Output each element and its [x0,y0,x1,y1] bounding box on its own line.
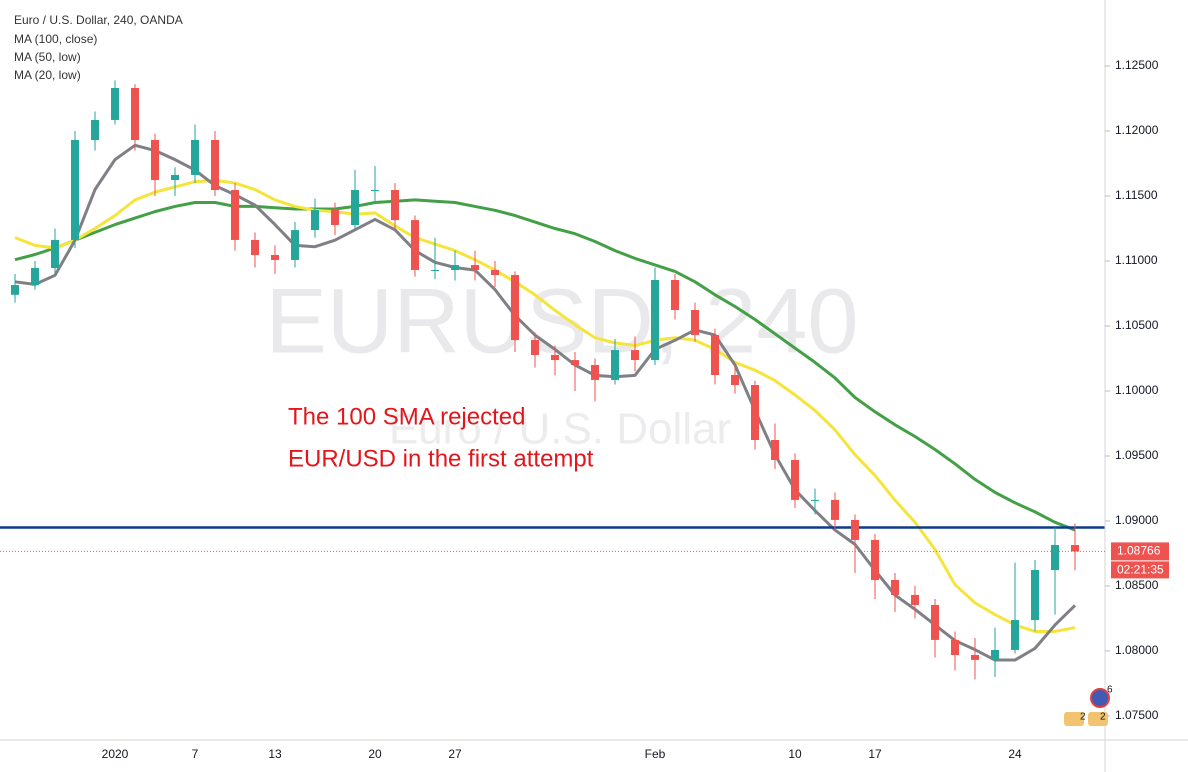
candle-body [871,539,879,580]
candle-body [731,375,739,386]
candle-body [11,285,19,295]
candle-body [391,190,399,221]
candle-body [991,649,999,660]
candle-body [471,265,479,270]
candle-body [791,460,799,500]
x-tick-label: 27 [448,747,462,761]
candle-body [611,350,619,380]
candle-body [891,579,899,595]
candle-body [1011,620,1019,650]
event-badge-count: 2 [1100,712,1106,723]
candle-body [851,519,859,540]
y-tick-label: 1.09500 [1115,448,1159,462]
event-badge-icon [1088,712,1108,726]
candle-body [671,279,679,311]
candle-body [811,499,819,501]
candle-body [51,239,59,269]
candle-body [291,230,299,260]
candle-body [251,239,259,256]
candle-body [591,364,599,380]
event-badge-icon [1090,688,1110,708]
y-tick-label: 1.08500 [1115,578,1159,592]
y-tick-label: 1.10000 [1115,383,1159,397]
candle-body [571,360,579,365]
candle-body [311,210,319,231]
candle-body [1071,545,1079,552]
y-tick-label: 1.09000 [1115,513,1159,527]
candle-body [711,334,719,376]
candle-body [371,190,379,192]
legend-entry: MA (20, low) [14,68,81,82]
watermark-subtitle: Euro / U.S. Dollar [389,405,731,454]
candle-body [331,210,339,226]
candle-body [551,354,559,361]
candle-body [131,87,139,140]
x-tick-label: 17 [868,747,882,761]
candle-body [31,268,39,286]
x-tick-label: 10 [788,747,802,761]
candle-body [771,439,779,461]
candle-body [191,139,199,175]
y-tick-label: 1.12500 [1115,58,1159,72]
countdown-box [1111,561,1169,579]
candle-body [931,604,939,640]
candle-body [91,119,99,140]
x-tick-label: Feb [645,747,666,761]
event-badge-icon [1064,712,1084,726]
candle-body [271,255,279,260]
event-badge-count: 6 [1107,685,1113,696]
candle-body [151,139,159,181]
ma-line [14,198,1076,532]
candle-body [111,87,119,120]
watermark: EURUSD, 240 [265,270,858,372]
annotation: EUR/USD in the first attempt [288,445,594,472]
candle-body [1051,545,1059,570]
candle-body [531,340,539,355]
candle-body [491,269,499,276]
candle-body [211,139,219,191]
event-badge-count: 2 [1080,712,1086,723]
candle-body [451,265,459,270]
x-tick-label: 13 [268,747,282,761]
y-tick-label: 1.11500 [1115,188,1158,202]
y-tick-label: 1.07500 [1115,708,1159,722]
annotation: The 100 SMA rejected [288,403,525,430]
y-tick-label: 1.08000 [1115,643,1159,657]
candle-body [911,594,919,605]
candle-body [431,269,439,271]
candle-body [751,385,759,440]
candle-body [631,350,639,361]
candle-body [231,190,239,240]
candle-body [1031,569,1039,621]
y-tick-label: 1.12000 [1115,123,1159,137]
y-tick-label: 1.11000 [1115,253,1158,267]
candle-body [971,654,979,660]
candle-body [351,190,359,226]
legend-entry: MA (50, low) [14,50,81,64]
x-tick-label: 24 [1008,747,1022,761]
last-price-box [1111,542,1169,561]
candle-body [951,639,959,655]
candle-body [651,279,659,361]
candle-body [831,499,839,520]
x-tick-label: 20 [368,747,382,761]
candle-body [691,310,699,335]
candle-body [411,220,419,270]
y-tick-label: 1.10500 [1115,318,1159,332]
last-price-label: 1.08766 [1117,544,1161,558]
legend-entry: MA (100, close) [14,32,97,46]
plot-area [0,80,1105,680]
x-tick-label: 7 [192,747,199,761]
ma-line [14,178,1076,633]
candle-body [511,275,519,341]
countdown-label: 02:21:35 [1117,563,1164,577]
candle-body [71,139,79,240]
x-tick-label: 2020 [102,747,129,761]
chart-title: Euro / U.S. Dollar, 240, OANDA [14,13,183,27]
candle-body [171,174,179,181]
